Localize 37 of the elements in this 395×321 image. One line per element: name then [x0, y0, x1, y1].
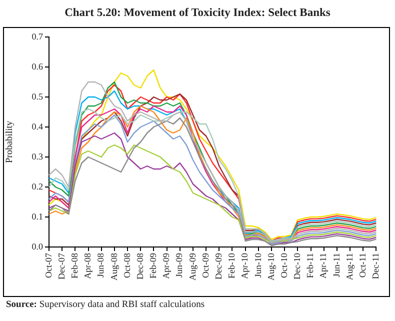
x-tick-label: Apr-10: [240, 252, 250, 279]
x-tick-label: Apr-09: [161, 252, 172, 279]
y-tick-label: 0.7: [32, 31, 44, 42]
y-tick-label: 0.3: [32, 151, 44, 162]
y-tick-label: 0.5: [32, 91, 44, 102]
x-tick-label: Oct-11: [357, 253, 368, 278]
x-tick-label: Jun-10: [252, 252, 263, 278]
x-tick-label: Dec-08: [134, 252, 145, 280]
y-tick-label: 0.0: [32, 241, 44, 252]
x-tick-label: Apr-11: [318, 253, 328, 278]
x-tick-label: Dec-11: [370, 253, 381, 280]
x-tick-label: Jun-11: [331, 253, 342, 278]
x-tick-label: Dec-09: [214, 252, 224, 280]
x-tick-label: Feb-11: [305, 253, 316, 278]
source-note: Source: Supervisory data and RBI staff calculations: [6, 299, 205, 311]
y-tick-label: 0.1: [32, 211, 43, 222]
x-tick-label: Jun-08: [96, 252, 106, 278]
y-axis-title: Probability: [5, 120, 16, 164]
x-tick-label: Dec-07: [56, 252, 66, 280]
x-tick-label: Jun-09: [174, 252, 184, 278]
x-tick-label: Dec-10: [292, 252, 302, 280]
x-tick-label: Oct-07: [43, 252, 54, 278]
x-tick-label: Oct-09: [200, 252, 210, 278]
chart-title: Chart 5.20: Movement of Toxicity Index: Select Banks: [64, 6, 332, 20]
y-tick-label: 0.6: [32, 61, 44, 72]
y-tick-label: 0.4: [32, 121, 44, 132]
x-tick-label: Aug-08: [108, 252, 119, 280]
x-tick-label: Feb-10: [226, 252, 237, 278]
x-tick-label: Aug-11: [344, 253, 354, 280]
x-tick-label: Apr-08: [82, 252, 93, 279]
x-tick-label: Aug-10: [266, 252, 276, 280]
x-tick-label: Feb-09: [148, 252, 158, 278]
x-tick-label: Oct-08: [122, 252, 132, 278]
x-tick-label: Feb-08: [70, 252, 80, 278]
y-tick-label: 0.2: [32, 181, 43, 192]
x-tick-label: Aug-09: [187, 252, 198, 280]
x-tick-label: Oct-10: [278, 252, 289, 278]
